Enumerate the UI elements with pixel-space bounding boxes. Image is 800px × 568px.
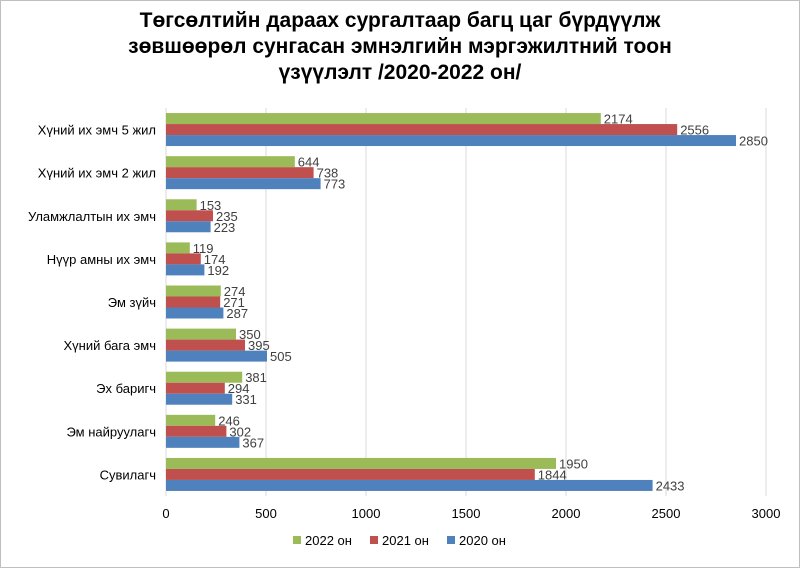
data-label: 223 [214,220,236,235]
bar-2020-он [166,307,224,319]
data-label: 271 [223,295,245,310]
legend-swatch [447,536,455,544]
bar-2020-он [166,350,267,362]
bar-2020-он [166,393,233,405]
bar-2022-он [166,328,236,340]
bar-2020-он [166,479,653,491]
chart-title: Төгсөлтийн дараах сургалтаар багц цаг бү… [0,8,800,86]
category-label: Хүний их эмч 2 жил [38,166,156,181]
bar-2020-он [166,178,321,190]
bar-2022-он [166,156,295,168]
chart-title-line-1: Төгсөлтийн дараах сургалтаар багц цаг бү… [139,9,661,32]
data-label: 235 [216,209,238,224]
bar-2021-он [166,253,201,265]
chart-title-line-2: зөвшөөрөл сунгасан эмнэлгийн мэргэжилтни… [128,35,672,58]
bar-2022-он [166,285,221,297]
bar-2021-он [166,382,225,394]
data-label: 287 [226,306,248,321]
legend-label: 2022 он [305,533,352,548]
legend-swatch [293,536,301,544]
bar-2022-он [166,414,216,426]
bar-2020-он [166,264,205,276]
bar-2022-он [166,242,190,254]
data-label: 2556 [680,123,709,138]
data-label: 773 [324,177,346,192]
data-label: 1950 [559,456,588,471]
x-tick-label: 1000 [352,506,381,521]
x-tick-label: 0 [162,506,169,521]
category-label: Хүний их эмч 5 жил [38,123,156,138]
data-label: 174 [204,252,226,267]
bar-2021-он [166,425,227,437]
x-tick-label: 1500 [452,506,481,521]
data-label: 294 [228,381,250,396]
category-label: Эм найруулагч [66,424,156,439]
bar-2021-он [166,468,535,480]
data-label: 119 [193,241,214,256]
category-label: Эх баригч [96,381,156,396]
data-label: 381 [245,370,267,385]
data-label: 350 [239,327,261,342]
data-label: 505 [270,349,292,364]
bar-2020-он [166,221,211,233]
x-tick-label: 500 [255,506,277,521]
data-label: 738 [317,166,339,181]
legend-label: 2020 он [459,533,506,548]
data-label: 246 [218,413,240,428]
data-label: 153 [200,198,222,213]
bar-2022-он [166,457,556,469]
data-label: 1844 [538,467,567,482]
data-label: 192 [207,263,229,278]
bar-2021-он [166,124,678,136]
data-label: 367 [242,435,264,450]
category-label: Эм зүйч [108,295,156,310]
x-tick-label: 2000 [552,506,581,521]
bar-2021-он [166,167,314,179]
chart-title-line-3: үзүүлэлт /2020-2022 он/ [278,61,522,84]
data-label: 2850 [739,134,768,149]
bar-2022-он [166,371,243,383]
category-label: Нүүр амны их эмч [47,252,156,267]
category-label: Сувилагч [100,467,156,482]
bar-2021-он [166,296,221,308]
data-label: 2433 [656,478,685,493]
bar-2020-он [166,436,240,448]
x-tick-label: 3000 [752,506,781,521]
bar-2020-он [166,135,736,147]
bar-2021-он [166,210,213,222]
data-label: 302 [229,424,251,439]
category-label: Хүний бага эмч [63,338,156,353]
data-label: 395 [248,338,270,353]
data-label: 331 [235,392,257,407]
bar-2022-он [166,199,197,211]
bar-2022-он [166,113,601,125]
category-label: Уламжлалтын их эмч [28,209,156,224]
x-tick-label: 2500 [652,506,681,521]
bar-2021-он [166,339,245,351]
data-label: 644 [298,155,320,170]
legend-label: 2021 он [382,533,429,548]
legend-swatch [370,536,378,544]
data-label: 2174 [604,112,633,127]
data-label: 274 [224,284,246,299]
